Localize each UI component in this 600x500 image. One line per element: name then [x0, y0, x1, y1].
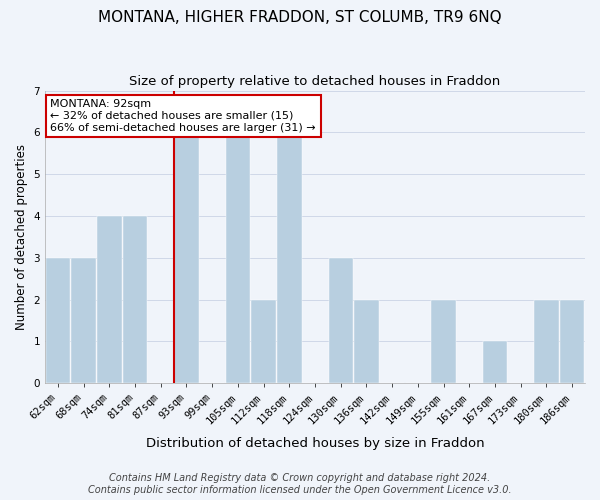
- Bar: [46, 258, 70, 384]
- Bar: [431, 300, 456, 384]
- Title: Size of property relative to detached houses in Fraddon: Size of property relative to detached ho…: [130, 75, 500, 88]
- Bar: [354, 300, 379, 384]
- Text: Contains HM Land Registry data © Crown copyright and database right 2024.
Contai: Contains HM Land Registry data © Crown c…: [88, 474, 512, 495]
- Text: MONTANA, HIGHER FRADDON, ST COLUMB, TR9 6NQ: MONTANA, HIGHER FRADDON, ST COLUMB, TR9 …: [98, 10, 502, 25]
- Text: MONTANA: 92sqm
← 32% of detached houses are smaller (15)
66% of semi-detached ho: MONTANA: 92sqm ← 32% of detached houses …: [50, 100, 316, 132]
- Bar: [123, 216, 147, 384]
- Bar: [251, 300, 276, 384]
- Bar: [226, 132, 250, 384]
- Y-axis label: Number of detached properties: Number of detached properties: [15, 144, 28, 330]
- X-axis label: Distribution of detached houses by size in Fraddon: Distribution of detached houses by size …: [146, 437, 484, 450]
- Bar: [560, 300, 584, 384]
- Bar: [277, 132, 302, 384]
- Bar: [97, 216, 122, 384]
- Bar: [483, 342, 507, 384]
- Bar: [71, 258, 96, 384]
- Bar: [329, 258, 353, 384]
- Bar: [174, 132, 199, 384]
- Bar: [534, 300, 559, 384]
